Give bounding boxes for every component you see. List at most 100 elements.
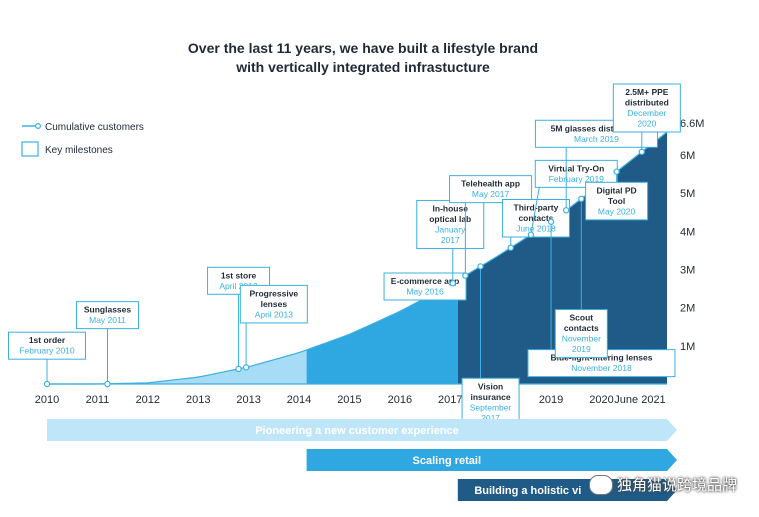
chart-title-line: Over the last 11 years, we have built a … [188, 40, 538, 56]
milestone-marker [507, 244, 514, 251]
milestone-title: contacts [564, 323, 599, 333]
chart-title-line: with vertically integrated infrastucture [235, 59, 490, 75]
x-tick-label: 2013 [186, 394, 210, 406]
milestone-date: May 2020 [598, 206, 636, 216]
y-tick-label: 1M [680, 341, 695, 353]
milestone-title: optical lab [429, 214, 471, 224]
milestone-marker [477, 263, 484, 270]
milestone-title: Scout [569, 313, 593, 323]
milestone-date: December [627, 108, 666, 118]
milestone-title: In-house [433, 203, 469, 213]
phase-arrow [47, 419, 677, 441]
milestone-date: January [435, 224, 466, 234]
milestone-marker [527, 231, 535, 238]
milestone-date: November [562, 334, 601, 344]
x-tick-label: June 2021 [614, 394, 665, 406]
phase-arrow [306, 449, 677, 471]
milestone-title: contacts [518, 213, 553, 223]
milestone-date: February 2019 [549, 174, 605, 184]
legend-marker [34, 122, 41, 129]
milestone-title: 1st order [29, 335, 66, 345]
phase-label: Scaling retail [413, 455, 481, 467]
milestone-marker [242, 364, 250, 371]
milestone-title: 5M glasses distributed [551, 123, 643, 133]
x-tick-label: 2012 [136, 394, 160, 406]
milestone-title: E-commerce app [391, 276, 460, 286]
milestone-box [8, 331, 86, 360]
milestone-marker [547, 218, 555, 225]
area-segment [306, 280, 458, 384]
y-tick-label: 2M [680, 303, 695, 315]
milestone-connector [530, 187, 540, 235]
milestone-date: 2017 [441, 235, 460, 245]
milestone-marker [562, 207, 570, 214]
milestone-title: distributed [625, 98, 669, 108]
milestone-marker [104, 380, 111, 388]
milestone-marker [43, 380, 51, 388]
milestone-marker [235, 365, 242, 373]
milestone-marker [462, 272, 469, 279]
phase-label: Pioneering a new customer experience [255, 425, 459, 437]
y-tick-label: 6.6M [680, 118, 704, 130]
milestone-date: May 2016 [406, 287, 444, 297]
milestone-title: Progressive [249, 288, 298, 298]
x-tick-label: 2020 [589, 394, 613, 406]
milestone-date: 2017 [481, 413, 500, 423]
watermark: 独角猫说跨境品牌 [588, 474, 737, 495]
milestone-title: 2.5M+ PPE [625, 87, 669, 97]
x-tick-label: 2014 [287, 394, 311, 406]
x-tick-label: 2010 [35, 394, 59, 406]
milestone-date: March 2019 [574, 134, 619, 144]
milestone-date: November 2018 [571, 363, 632, 373]
milestone-date: 2020 [637, 119, 656, 129]
y-tick-label: 3M [680, 264, 695, 276]
milestone-date: May 2011 [89, 315, 126, 325]
milestone-box [612, 83, 681, 133]
milestone-box [449, 175, 533, 204]
milestone-box [461, 377, 520, 427]
milestone-box [416, 199, 485, 249]
x-tick-label: 2016 [388, 394, 412, 406]
milestone-marker [449, 280, 456, 287]
watermark-text: 独角猫说跨境品牌 [616, 475, 737, 494]
milestone-title: Digital PD [597, 185, 637, 195]
x-tick-label: 2011 [86, 394, 110, 406]
milestone-date: September [470, 402, 512, 412]
milestone-date: June 2018 [516, 224, 556, 234]
area-segment [142, 349, 307, 384]
milestone-marker [578, 195, 585, 203]
milestone-date: 2019 [572, 344, 591, 354]
x-tick-label: 2013 [236, 394, 260, 406]
milestone-date: April 2013 [219, 281, 258, 291]
wechat-icon [588, 475, 613, 495]
legend-box-swatch [21, 141, 39, 157]
x-tick-label: 2017 [438, 394, 462, 406]
phase-arrow [457, 479, 677, 501]
y-tick-label: 4M [680, 226, 695, 238]
milestone-title: 1st store [221, 270, 257, 280]
milestone-date: April 2013 [255, 309, 294, 319]
milestone-title: insurance [470, 392, 510, 402]
milestone-marker [613, 168, 620, 175]
milestone-title: Virtual Try-On [548, 163, 604, 173]
x-tick-label: 2019 [539, 394, 563, 406]
milestone-box [239, 284, 308, 324]
milestone-date: February 2010 [19, 346, 75, 356]
milestone-title: lenses [261, 299, 288, 309]
milestone-marker [638, 148, 645, 156]
milestone-title: Tool [608, 196, 625, 206]
milestone-box [75, 301, 139, 330]
milestone-box [554, 309, 608, 359]
milestone-title: Sunglasses [84, 305, 132, 315]
x-tick-label: 2015 [337, 394, 361, 406]
y-tick-label: 5M [680, 188, 695, 200]
milestone-date: May 2017 [472, 189, 510, 199]
phase-label: Building a holistic vi [474, 485, 581, 497]
legend-label: Key milestones [45, 145, 113, 156]
legend-label: Cumulative customers [45, 122, 144, 133]
milestone-box [585, 181, 649, 221]
y-tick-label: 6M [680, 150, 695, 162]
milestone-title: Vision [478, 381, 503, 391]
milestone-title: Telehealth app [461, 179, 520, 189]
